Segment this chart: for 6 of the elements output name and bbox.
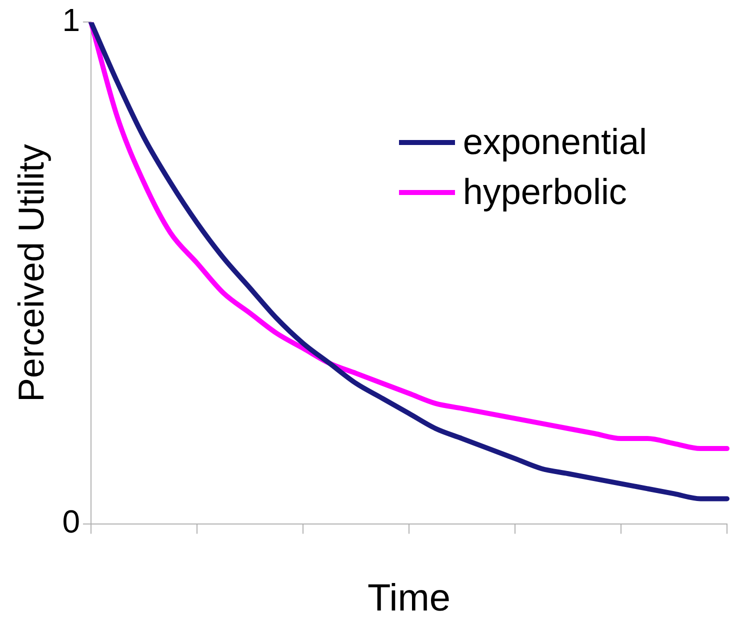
x-axis-title: Time	[367, 578, 451, 620]
y-tick-label: 0	[62, 504, 80, 540]
legend-label: exponential	[462, 121, 647, 164]
y-axis-title: Perceived Utility	[10, 144, 52, 402]
y-tick-label: 1	[62, 2, 80, 38]
legend-label: hyperbolic	[462, 171, 627, 214]
